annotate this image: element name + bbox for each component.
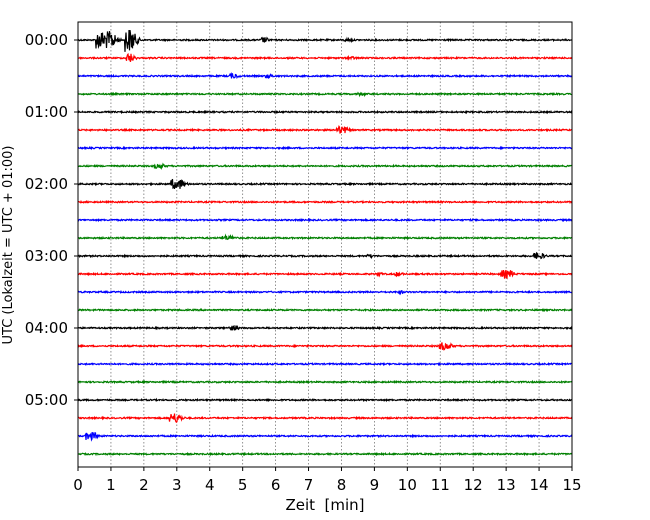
trace-row-16 <box>77 324 573 331</box>
x-tick-label: 2 <box>139 476 149 494</box>
y-axis-ticks: 00:00 01:00 02:00 03:00 04:00 05:00 <box>25 31 78 409</box>
x-tick-label: 7 <box>304 476 314 494</box>
trace-row-2 <box>77 71 573 80</box>
x-tick-label: 5 <box>238 476 248 494</box>
x-axis-label: Zeit [min] <box>285 496 364 514</box>
trace-row-15 <box>77 307 573 313</box>
x-tick-label: 6 <box>271 476 281 494</box>
x-tick-label: 3 <box>172 476 182 494</box>
x-tick-label: 4 <box>205 476 215 494</box>
trace-row-0 <box>77 30 573 52</box>
seismic-traces <box>77 30 573 457</box>
grid-lines <box>110 22 540 467</box>
trace-row-9 <box>77 199 573 205</box>
x-tick-label: 9 <box>370 476 380 494</box>
trace-row-5 <box>77 125 573 134</box>
x-tick-label: 10 <box>398 476 417 494</box>
trace-row-13 <box>77 269 573 280</box>
y-tick-label: 04:00 <box>25 319 68 337</box>
trace-row-17 <box>77 342 573 351</box>
x-tick-label: 12 <box>464 476 483 494</box>
x-tick-label: 0 <box>73 476 83 494</box>
y-axis-label: UTC (Lokalzeit = UTC + 01:00) <box>1 146 16 345</box>
trace-row-12 <box>77 251 573 260</box>
trace-row-10 <box>77 217 573 223</box>
y-tick-label: 02:00 <box>25 175 68 193</box>
trace-row-14 <box>77 289 573 296</box>
x-tick-label: 14 <box>530 476 549 494</box>
plot-frame <box>77 21 573 468</box>
trace-row-3 <box>77 91 573 98</box>
trace-row-1 <box>77 52 573 62</box>
y-tick-label: 03:00 <box>25 247 68 265</box>
trace-row-19 <box>77 379 573 385</box>
trace-row-11 <box>77 233 573 241</box>
x-axis-ticks: 0 1 2 3 4 5 6 7 8 9 10 11 12 13 14 15 <box>73 467 582 494</box>
x-tick-label: 1 <box>106 476 116 494</box>
y-tick-label: 00:00 <box>25 31 68 49</box>
x-tick-label: 11 <box>431 476 450 494</box>
trace-row-8 <box>77 178 573 190</box>
trace-row-7 <box>77 162 573 171</box>
y-tick-label: 01:00 <box>25 103 68 121</box>
trace-row-6 <box>77 145 573 151</box>
x-tick-label: 15 <box>562 476 581 494</box>
x-tick-label: 8 <box>337 476 347 494</box>
trace-row-23 <box>77 451 573 457</box>
trace-row-22 <box>77 431 573 442</box>
y-tick-label: 05:00 <box>25 391 68 409</box>
trace-row-21 <box>77 413 573 423</box>
x-tick-label: 13 <box>497 476 516 494</box>
trace-row-4 <box>77 109 573 115</box>
trace-row-18 <box>77 361 573 367</box>
trace-row-20 <box>77 397 573 403</box>
